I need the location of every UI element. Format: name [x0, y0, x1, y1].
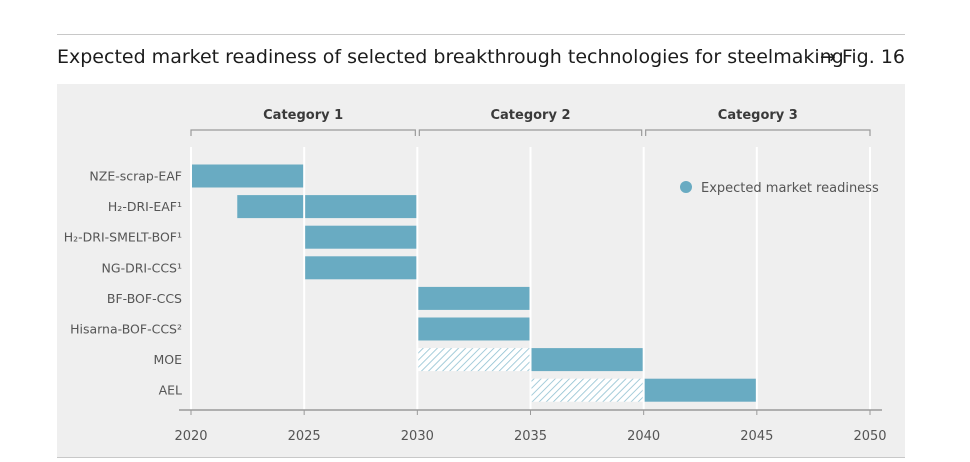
row-label: H₂-DRI-SMELT-BOF¹	[64, 230, 182, 245]
row-label: Hisarna-BOF-CCS²	[70, 322, 182, 337]
readiness-bar	[192, 164, 304, 188]
category-label-1: Category 1	[263, 108, 343, 123]
category-bracket-3	[645, 129, 871, 136]
x-tick-label-2045: 2045	[740, 429, 773, 444]
readiness-bar	[305, 195, 417, 219]
figure-reference-link[interactable]: → Fig. 16	[819, 46, 905, 68]
row-label: BF-BOF-CCS	[107, 291, 182, 306]
hatched-bar	[531, 378, 643, 402]
row-label: NG-DRI-CCS¹	[102, 260, 182, 275]
x-tick-label-2050: 2050	[853, 429, 886, 444]
row-label: NZE-scrap-EAF	[89, 169, 182, 184]
x-tick-label-2025: 2025	[288, 429, 321, 444]
readiness-bar	[305, 225, 417, 249]
category-bracket-2	[418, 129, 643, 136]
x-tick-label-2020: 2020	[174, 429, 207, 444]
legend-label: Expected market readiness	[701, 181, 879, 196]
x-tick-label-2035: 2035	[514, 429, 547, 444]
top-rule	[57, 34, 905, 35]
category-bracket-1	[190, 129, 416, 136]
readiness-bar	[305, 256, 417, 280]
hatched-bar	[418, 348, 530, 372]
chart-title: Expected market readiness of selected br…	[57, 46, 844, 68]
x-tick-label-2030: 2030	[401, 429, 434, 444]
category-label-2: Category 2	[490, 108, 570, 123]
row-label: H₂-DRI-EAF¹	[108, 199, 182, 214]
legend-marker	[680, 181, 692, 193]
row-label: MOE	[153, 352, 182, 367]
chart-panel	[57, 84, 905, 457]
bottom-rule	[57, 457, 905, 458]
readiness-bar	[644, 378, 756, 402]
readiness-bar	[531, 348, 643, 372]
readiness-bar	[418, 317, 530, 341]
readiness-bar	[418, 286, 530, 310]
row-label: AEL	[159, 383, 182, 398]
readiness-bar	[237, 195, 304, 219]
category-label-3: Category 3	[718, 108, 798, 123]
x-tick-label-2040: 2040	[627, 429, 660, 444]
